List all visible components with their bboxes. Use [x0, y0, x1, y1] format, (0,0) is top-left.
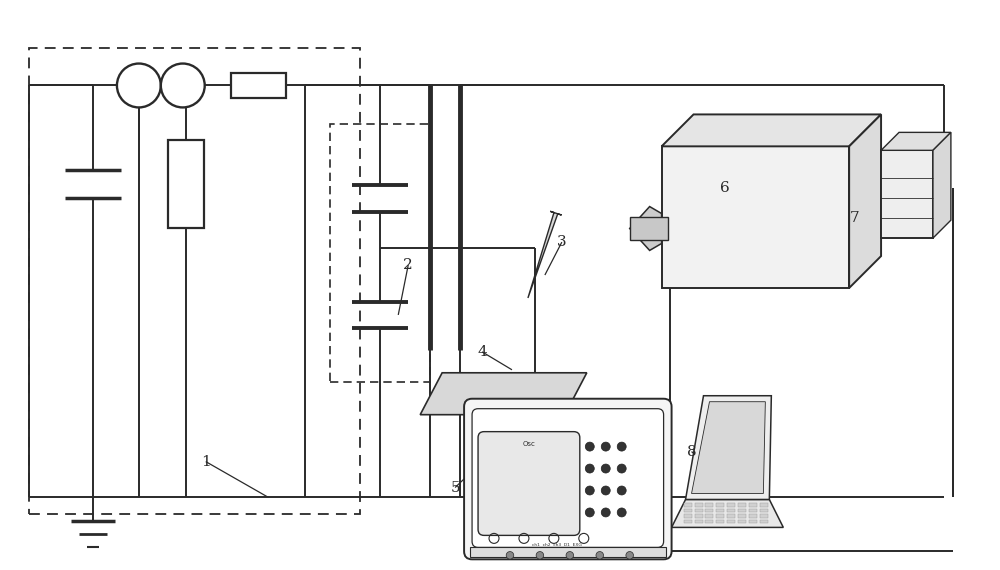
Text: 6: 6: [720, 181, 729, 196]
Text: 3: 3: [557, 235, 567, 249]
Text: ch1  ch2  ch3  D1  EXG: ch1 ch2 ch3 D1 EXG: [532, 543, 582, 547]
Bar: [150, 72, 172, 99]
Text: 4: 4: [477, 345, 487, 359]
Bar: [749, 503, 757, 507]
Bar: [705, 515, 713, 518]
Circle shape: [161, 63, 205, 107]
Bar: [231, 72, 286, 99]
Circle shape: [536, 552, 544, 559]
Bar: [749, 520, 757, 523]
Bar: [760, 515, 768, 518]
Bar: [727, 503, 735, 507]
Text: 1: 1: [201, 454, 211, 469]
Polygon shape: [686, 396, 771, 499]
Text: 8: 8: [687, 445, 696, 459]
Bar: [695, 509, 703, 512]
Bar: [716, 509, 724, 512]
Circle shape: [117, 63, 161, 107]
Polygon shape: [662, 115, 881, 146]
Circle shape: [601, 486, 610, 495]
Bar: [684, 515, 692, 518]
Circle shape: [601, 442, 610, 451]
Polygon shape: [420, 373, 587, 415]
Bar: [705, 503, 713, 507]
FancyBboxPatch shape: [478, 431, 580, 535]
Bar: [684, 520, 692, 523]
Circle shape: [585, 486, 594, 495]
Polygon shape: [933, 132, 951, 238]
Circle shape: [617, 486, 626, 495]
Bar: [738, 520, 746, 523]
FancyBboxPatch shape: [472, 409, 664, 547]
Bar: [330, 124, 430, 382]
Circle shape: [585, 508, 594, 517]
Text: 5: 5: [450, 481, 460, 495]
Polygon shape: [672, 499, 783, 527]
Circle shape: [566, 552, 574, 559]
Polygon shape: [881, 132, 951, 150]
Circle shape: [626, 552, 633, 559]
Bar: [760, 503, 768, 507]
Bar: [881, 150, 933, 238]
Text: Osc: Osc: [522, 441, 535, 447]
Circle shape: [617, 508, 626, 517]
Bar: [705, 509, 713, 512]
Bar: [695, 503, 703, 507]
Circle shape: [596, 552, 604, 559]
Circle shape: [601, 464, 610, 473]
Circle shape: [617, 442, 626, 451]
Bar: [168, 140, 204, 228]
Text: 7: 7: [849, 211, 859, 225]
Bar: [716, 503, 724, 507]
Bar: [749, 515, 757, 518]
Circle shape: [585, 442, 594, 451]
Polygon shape: [692, 402, 765, 494]
Circle shape: [601, 508, 610, 517]
Bar: [760, 509, 768, 512]
Text: 2: 2: [403, 258, 413, 272]
Bar: [662, 146, 849, 288]
Circle shape: [585, 464, 594, 473]
Bar: [630, 217, 668, 241]
Bar: [684, 509, 692, 512]
Polygon shape: [630, 206, 662, 250]
Bar: [695, 520, 703, 523]
Bar: [695, 515, 703, 518]
Bar: [760, 520, 768, 523]
Bar: [29, 47, 360, 515]
Polygon shape: [849, 115, 881, 288]
Bar: [716, 520, 724, 523]
Bar: [738, 503, 746, 507]
Bar: [727, 515, 735, 518]
Bar: [716, 515, 724, 518]
Bar: [470, 547, 666, 557]
FancyBboxPatch shape: [464, 399, 672, 559]
Bar: [705, 520, 713, 523]
Bar: [727, 520, 735, 523]
Circle shape: [617, 464, 626, 473]
Polygon shape: [528, 211, 562, 298]
Bar: [738, 509, 746, 512]
Bar: [684, 503, 692, 507]
Circle shape: [506, 552, 514, 559]
Bar: [749, 509, 757, 512]
Bar: [727, 509, 735, 512]
Bar: [738, 515, 746, 518]
